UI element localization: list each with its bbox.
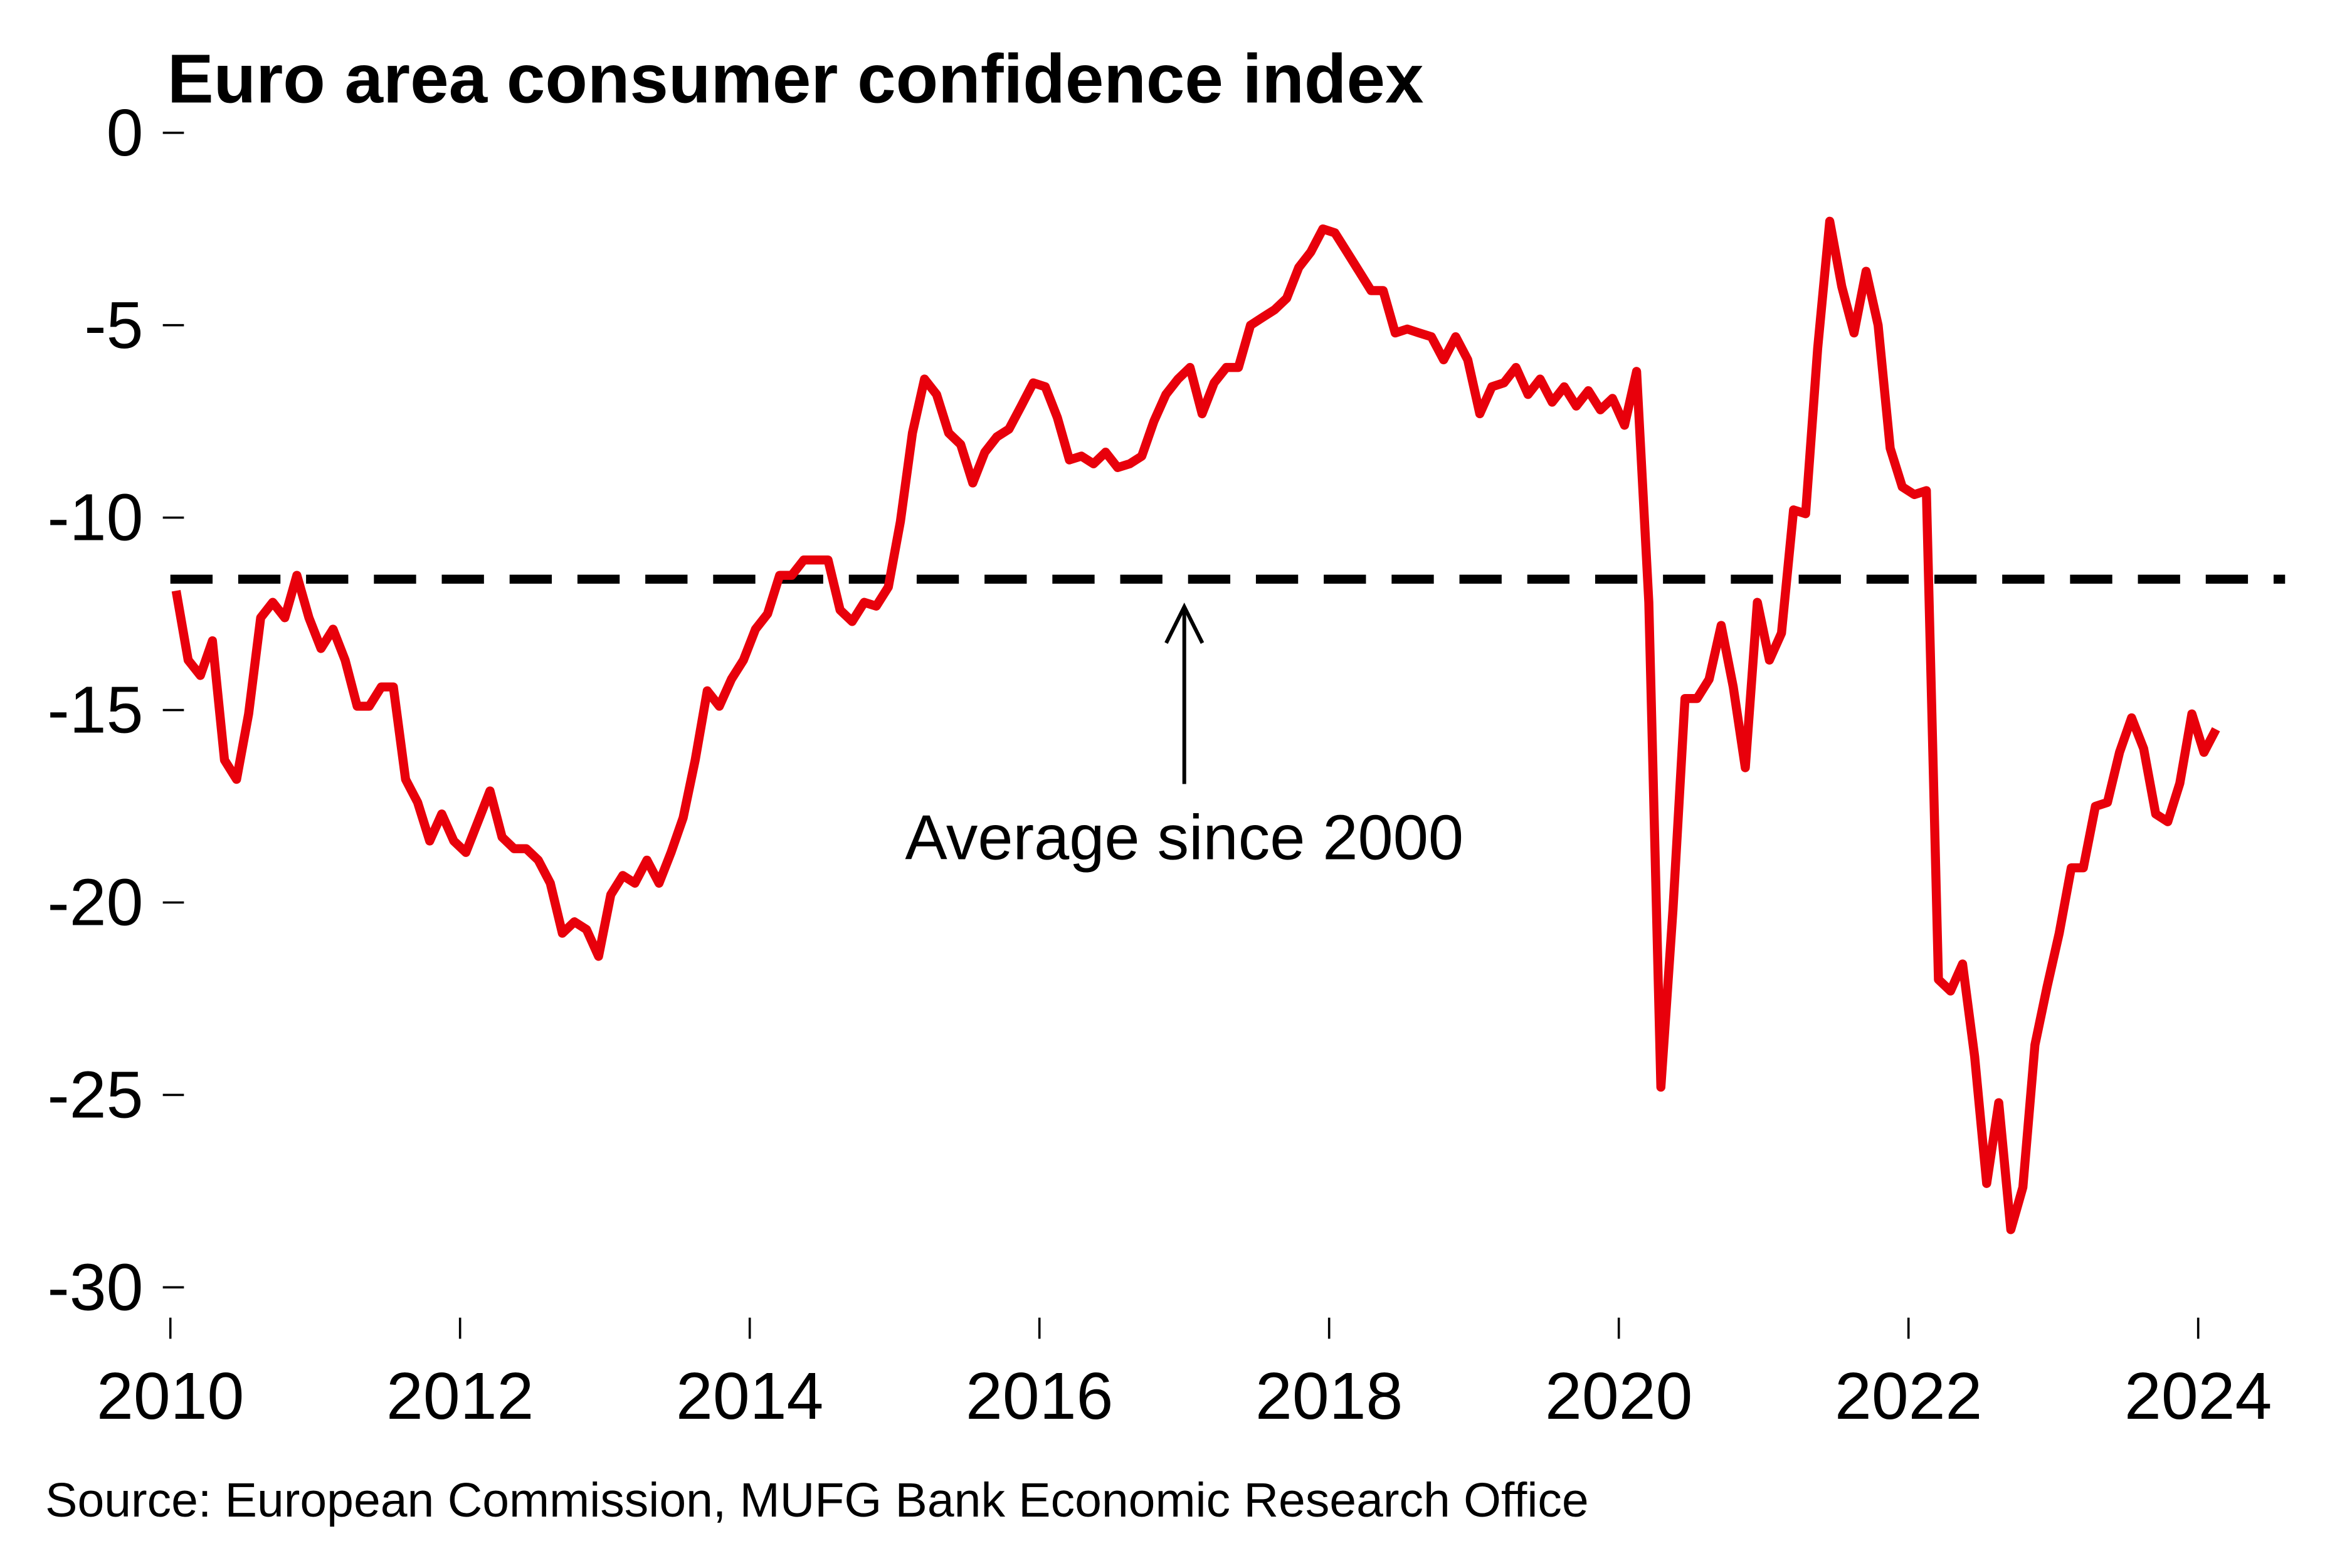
x-tick-label: 2014	[676, 1359, 823, 1433]
x-axis: 2010 2012 2014 2016 2018 2020 2022 2024	[97, 1317, 2272, 1433]
y-tick-label: -10	[48, 481, 144, 555]
annotation-average-since-2000: Average since 2000	[905, 803, 1463, 873]
x-tick-label: 2020	[1545, 1359, 1692, 1433]
x-tick-label: 2010	[97, 1359, 244, 1433]
y-tick-label: 0	[107, 96, 144, 170]
y-tick-label: -5	[84, 288, 143, 362]
source-note: Source: European Commission, MUFG Bank E…	[45, 1473, 1589, 1527]
annotation-arrowhead	[1164, 602, 1205, 644]
y-tick-label: -25	[48, 1058, 144, 1132]
y-tick-label: -15	[48, 673, 144, 747]
chart-title: Euro area consumer confidence index	[167, 41, 1424, 118]
y-axis: 0 -5 -10 -15 -20 -25 -30	[48, 96, 184, 1324]
y-tick-label: -20	[48, 866, 144, 940]
y-tick-label: -30	[48, 1250, 144, 1324]
x-tick-label: 2016	[966, 1359, 1113, 1433]
x-tick-label: 2018	[1255, 1359, 1403, 1433]
x-tick-label: 2024	[2124, 1359, 2272, 1433]
x-tick-label: 2022	[1835, 1359, 1982, 1433]
x-tick-label: 2012	[386, 1359, 534, 1433]
series-line-consumer-confidence	[171, 216, 2220, 1234]
